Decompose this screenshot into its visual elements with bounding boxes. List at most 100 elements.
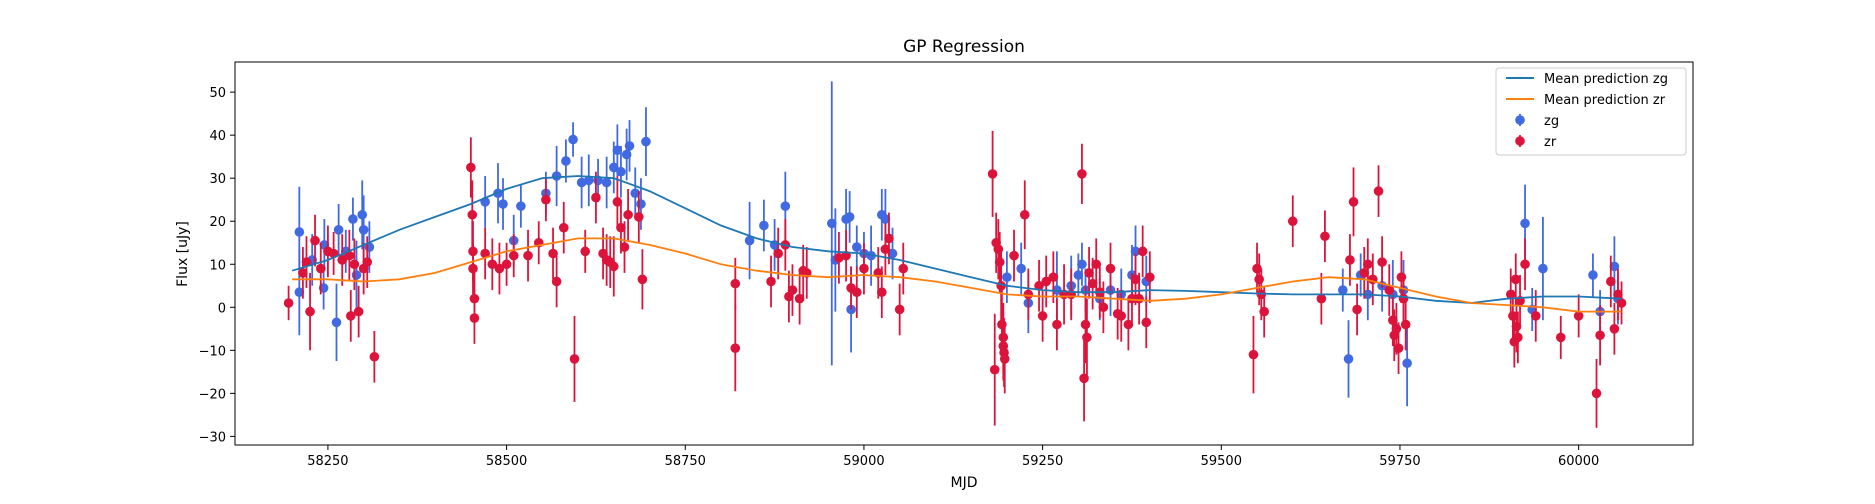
legend-marker-swatch bbox=[1515, 136, 1525, 146]
zg-point bbox=[331, 317, 342, 328]
zr-point bbox=[1105, 263, 1116, 274]
zg-point bbox=[1538, 263, 1548, 274]
zr-point bbox=[468, 246, 478, 257]
zr-point bbox=[637, 274, 648, 285]
zr-point bbox=[1573, 311, 1584, 321]
zg-point bbox=[568, 134, 578, 145]
series-zr bbox=[283, 130, 1627, 428]
zr-point bbox=[730, 343, 741, 353]
zg-point bbox=[1588, 270, 1598, 280]
zr-point bbox=[1606, 276, 1616, 287]
zg-point bbox=[357, 209, 368, 220]
zr-point bbox=[730, 278, 741, 289]
zr-point bbox=[1513, 332, 1523, 343]
zg-point bbox=[583, 175, 594, 186]
line-mean-prediction-zr bbox=[292, 237, 1622, 313]
zr-point bbox=[1009, 250, 1019, 261]
zg-point bbox=[1130, 246, 1141, 257]
zg-point bbox=[880, 214, 891, 224]
zg-point bbox=[608, 162, 619, 173]
zr-point bbox=[468, 263, 478, 274]
zg-point bbox=[294, 227, 305, 237]
zr-point bbox=[1077, 169, 1087, 179]
zr-point bbox=[1037, 311, 1048, 321]
zr-point bbox=[1254, 274, 1264, 285]
legend-label: zr bbox=[1544, 135, 1557, 150]
zr-point bbox=[1019, 209, 1030, 220]
zr-point bbox=[1511, 321, 1522, 332]
y-tick-label: −20 bbox=[199, 387, 226, 402]
zr-point bbox=[469, 293, 480, 304]
zg-point bbox=[348, 214, 358, 224]
x-axis-label: MJD bbox=[951, 475, 978, 491]
x-tick-label: 59250 bbox=[1022, 454, 1063, 469]
zr-point bbox=[523, 250, 533, 261]
zr-point bbox=[1352, 304, 1362, 315]
zr-point bbox=[541, 194, 551, 205]
zr-point bbox=[880, 244, 891, 254]
zr-point bbox=[608, 261, 619, 272]
zr-point bbox=[877, 287, 887, 298]
zr-point bbox=[1034, 280, 1044, 291]
zg-point bbox=[851, 242, 862, 252]
zr-point bbox=[999, 354, 1010, 364]
y-axis-label: Flux [uJy] bbox=[175, 221, 191, 287]
zr-point bbox=[1398, 293, 1409, 304]
zr-point bbox=[997, 319, 1007, 330]
y-tick-label: 30 bbox=[209, 172, 226, 187]
zr-point bbox=[1616, 298, 1627, 308]
zr-point bbox=[349, 259, 360, 270]
zr-point bbox=[1316, 293, 1327, 304]
zr-point bbox=[1052, 319, 1062, 330]
zr-point bbox=[634, 212, 644, 222]
zg-point bbox=[294, 287, 305, 298]
zg-point bbox=[333, 225, 344, 235]
plot-frame bbox=[234, 61, 1694, 446]
zg-point bbox=[1343, 354, 1354, 364]
zr-point bbox=[1345, 255, 1355, 265]
zr-point bbox=[569, 354, 580, 364]
legend-box bbox=[1495, 67, 1687, 156]
zr-point bbox=[1137, 246, 1148, 257]
line-mean-prediction-zg bbox=[291, 175, 1622, 304]
zg-point bbox=[498, 199, 508, 209]
zr-point bbox=[480, 248, 490, 259]
y-tick-label: −10 bbox=[199, 344, 226, 359]
zr-point bbox=[508, 250, 519, 261]
zg-point bbox=[1337, 285, 1348, 295]
zg-point bbox=[612, 145, 623, 156]
zr-point bbox=[1613, 289, 1623, 300]
zr-point bbox=[884, 233, 894, 244]
zr-point bbox=[773, 248, 783, 259]
zr-point bbox=[1252, 263, 1262, 274]
zr-point bbox=[1505, 289, 1516, 300]
zr-point bbox=[1048, 272, 1059, 282]
zr-point bbox=[469, 313, 480, 323]
zg-point bbox=[516, 201, 526, 211]
zr-point bbox=[1141, 317, 1152, 328]
x-tick-label: 59500 bbox=[1201, 454, 1242, 469]
zr-point bbox=[551, 276, 562, 287]
zr-point bbox=[1396, 272, 1407, 282]
zr-point bbox=[1080, 319, 1091, 330]
zr-point bbox=[1087, 278, 1098, 289]
zr-point bbox=[1510, 274, 1521, 285]
legend-label: Mean prediction zr bbox=[1544, 93, 1666, 108]
zr-point bbox=[623, 209, 633, 220]
zr-point bbox=[1388, 315, 1398, 326]
zg-point bbox=[636, 199, 646, 209]
y-tick-label: 40 bbox=[209, 129, 226, 144]
zr-point bbox=[1041, 276, 1051, 287]
zr-point bbox=[344, 250, 355, 261]
zr-point bbox=[1248, 349, 1259, 360]
legend: Mean prediction zg Mean prediction zr zg zr bbox=[1495, 67, 1687, 156]
zr-point bbox=[1116, 311, 1127, 321]
zr-point bbox=[305, 306, 315, 317]
zr-point bbox=[466, 162, 476, 173]
chart-title: GP Regression bbox=[903, 37, 1025, 57]
zr-point bbox=[1393, 343, 1404, 353]
zr-point bbox=[345, 311, 356, 321]
zr-point bbox=[619, 242, 630, 252]
zr-point bbox=[1363, 259, 1373, 270]
